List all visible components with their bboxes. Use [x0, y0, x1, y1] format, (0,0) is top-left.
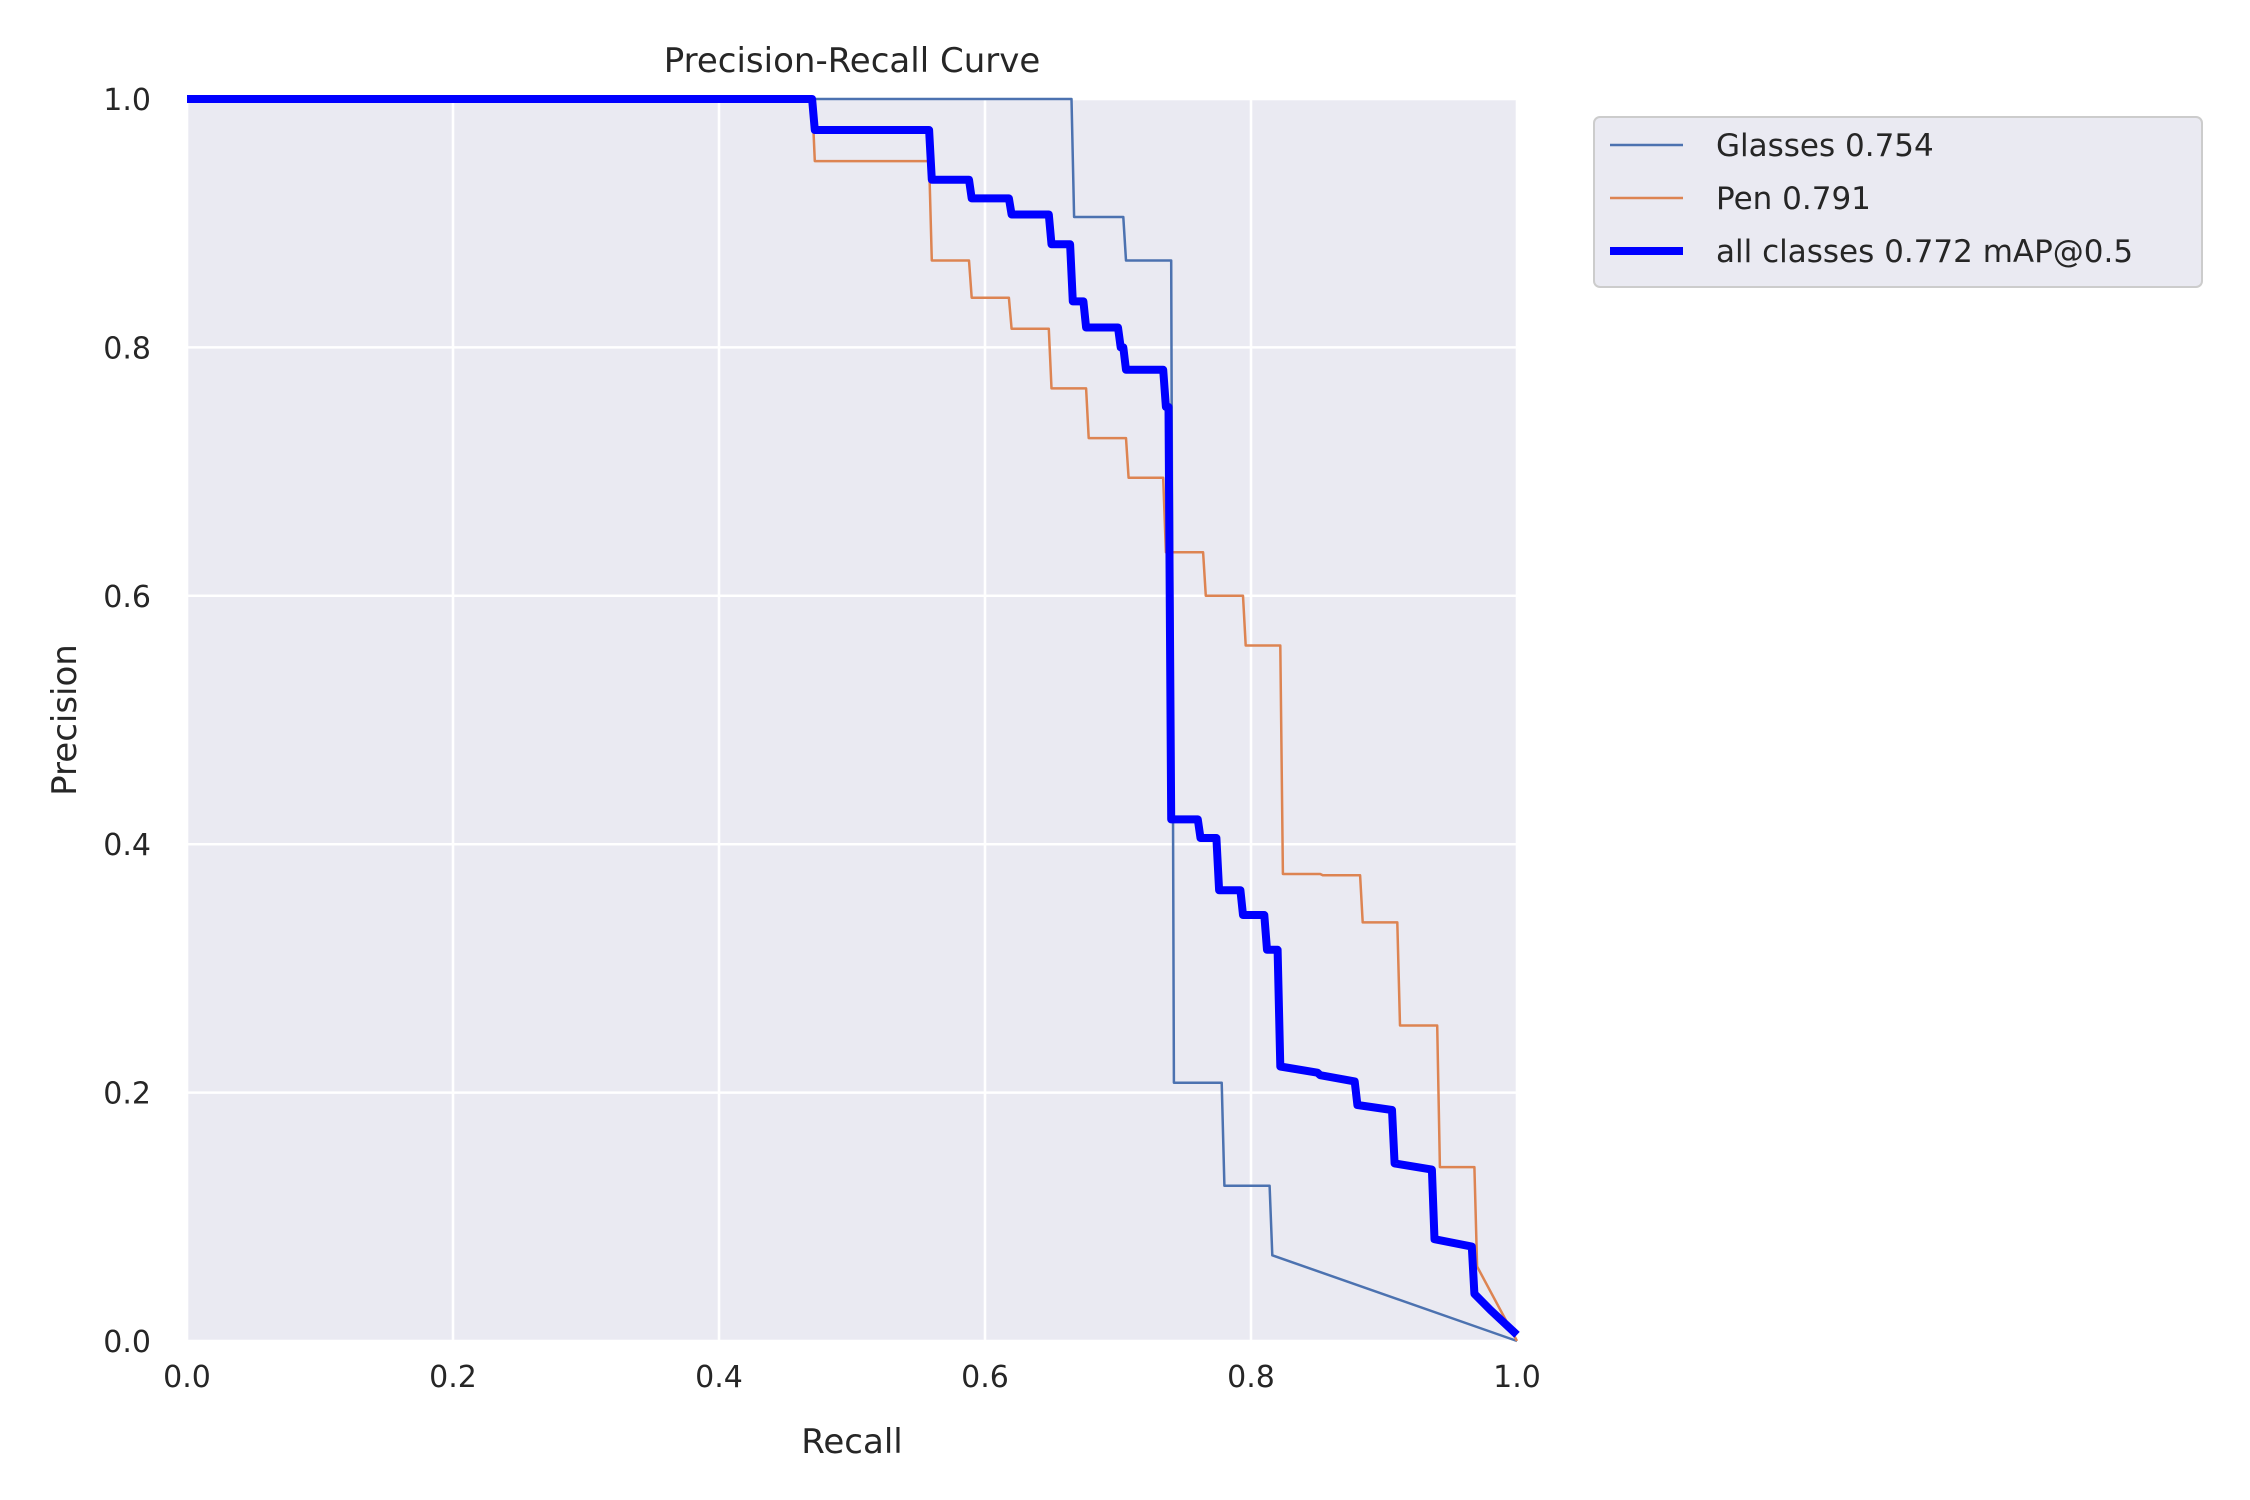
series-layer — [187, 95, 1520, 1343]
legend-label-0: Glasses 0.754 — [1716, 128, 1934, 164]
y-tick-label: 0.2 — [103, 1077, 151, 1112]
y-tick-label: 0.0 — [103, 1325, 151, 1360]
y-tick-label: 1.0 — [103, 83, 151, 118]
series-line-1 — [187, 97, 1519, 1342]
grid — [185, 97, 1519, 1343]
y-tick-label: 0.4 — [103, 828, 151, 863]
y-axis-label: Precision — [45, 644, 85, 796]
x-tick-label: 0.8 — [1227, 1360, 1275, 1395]
chart-title: Precision-Recall Curve — [664, 41, 1041, 81]
x-tick-label: 0.0 — [163, 1360, 211, 1395]
x-tick-labels: 0.0 0.2 0.4 0.6 0.8 1.0 — [163, 1360, 1541, 1395]
legend-label-1: Pen 0.791 — [1716, 181, 1871, 217]
y-tick-label: 0.8 — [103, 331, 151, 366]
plot-area — [187, 99, 1517, 1341]
series-line-2 — [187, 95, 1520, 1338]
x-tick-label: 1.0 — [1493, 1360, 1541, 1395]
y-tick-labels: 0.0 0.2 0.4 0.6 0.8 1.0 — [103, 83, 151, 1360]
legend-box — [1593, 116, 2203, 288]
x-tick-label: 0.2 — [429, 1360, 477, 1395]
legend-label-2: all classes 0.772 mAP@0.5 — [1716, 234, 2133, 270]
legend: Glasses 0.754 Pen 0.791 all classes 0.772 … — [1593, 116, 2203, 288]
x-tick-label: 0.6 — [961, 1360, 1009, 1395]
x-tick-label: 0.4 — [695, 1360, 743, 1395]
x-axis-label: Recall — [801, 1422, 902, 1462]
y-tick-label: 0.6 — [103, 580, 151, 615]
